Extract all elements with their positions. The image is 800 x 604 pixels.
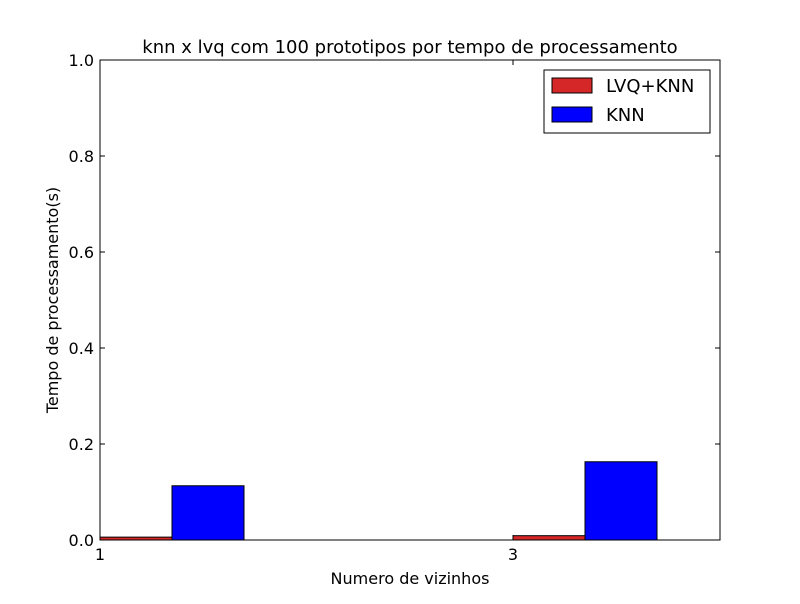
y-ticks: 0.0 0.2 0.4 0.6 0.8 1.0 xyxy=(69,51,720,550)
x-axis-label: Numero de vizinhos xyxy=(331,569,490,588)
x-tick-label: 3 xyxy=(508,545,518,564)
y-tick-label: 0.6 xyxy=(69,243,94,262)
chart-title: knn x lvq com 100 prototipos por tempo d… xyxy=(142,37,677,58)
y-tick-label: 0.4 xyxy=(69,339,94,358)
bar-knn-1 xyxy=(171,485,245,541)
y-tick-label: 1.0 xyxy=(69,51,94,70)
legend-swatch xyxy=(551,77,593,94)
legend-label: KNN xyxy=(606,105,645,126)
plot-area-frame xyxy=(99,59,721,541)
y-tick-label: 0.2 xyxy=(69,435,94,454)
y-axis-label: Tempo de processamento(s) xyxy=(43,187,62,414)
y-tick-label: 0.0 xyxy=(69,531,94,550)
bars-group xyxy=(99,461,658,541)
bar-knn-3 xyxy=(584,461,658,541)
legend-swatch xyxy=(551,106,593,123)
bar-lvq-knn-3 xyxy=(512,535,586,541)
bar-lvq-knn-1 xyxy=(99,536,173,541)
x-tick-label: 1 xyxy=(95,545,105,564)
y-tick-label: 0.8 xyxy=(69,147,94,166)
legend: LVQ+KNN KNN xyxy=(543,69,711,134)
legend-label: LVQ+KNN xyxy=(606,76,694,97)
